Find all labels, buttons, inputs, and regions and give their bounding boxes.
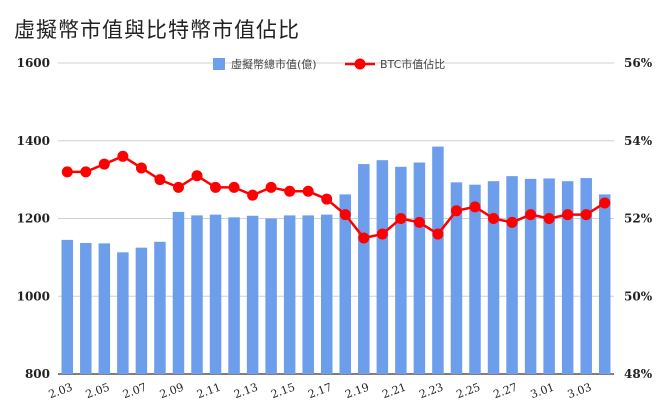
x-axis-tick-label: 2.05	[84, 381, 111, 402]
bar	[320, 214, 333, 374]
bar	[302, 215, 314, 374]
x-axis-tick-label: 2.03	[47, 381, 74, 402]
legend-label-line: BTC市值佔比	[380, 57, 445, 71]
bar	[283, 215, 296, 374]
bar	[524, 178, 537, 374]
line-point	[265, 181, 277, 193]
x-axis-tick-label: 2.19	[343, 381, 370, 402]
line-point	[191, 170, 203, 182]
bar	[395, 166, 407, 374]
bar	[209, 214, 222, 374]
line-point	[488, 213, 500, 224]
line-point	[284, 185, 296, 197]
line-point	[413, 216, 425, 228]
bar	[117, 252, 129, 374]
line-point	[450, 205, 462, 217]
line-point	[525, 209, 537, 221]
bar	[154, 241, 166, 374]
line-series	[61, 150, 611, 244]
x-axis-tick-label: 2.25	[455, 381, 482, 402]
line-point	[135, 162, 147, 174]
line-point	[580, 209, 592, 221]
line-point	[61, 166, 73, 178]
left-axis-tick-label: 1000	[17, 289, 50, 303]
right-axis-tick-label: 56%	[624, 56, 653, 70]
chart-title: 虛擬幣市值與比特幣市值佔比	[14, 18, 300, 42]
x-axis-tick-label: 2.11	[195, 381, 222, 402]
line-point	[247, 189, 259, 201]
bar	[265, 218, 277, 374]
line-point	[210, 181, 222, 193]
bar	[506, 176, 518, 374]
bar	[98, 243, 111, 374]
bar	[172, 211, 185, 374]
x-axis-tick-label: 2.23	[417, 381, 444, 402]
right-axis-tick-label: 48%	[624, 367, 653, 381]
line-point	[117, 150, 129, 162]
line-point	[98, 158, 110, 170]
line-point	[172, 181, 184, 193]
legend: 虛擬幣總市值(億) BTC市值佔比	[213, 57, 445, 71]
x-axis-tick-label: 2.21	[380, 381, 407, 402]
bar	[191, 215, 203, 374]
bar	[228, 217, 240, 374]
line-point	[321, 193, 333, 205]
left-axis-tick-label: 1400	[17, 134, 50, 148]
x-axis-tick-label: 3.01	[529, 381, 556, 402]
line-point	[469, 201, 481, 213]
x-axis-tick-label: 2.15	[269, 381, 296, 402]
x-axis-tick-label: 2.07	[121, 381, 148, 402]
left-axis-tick-label: 800	[25, 367, 50, 381]
left-axis-tick-label: 1600	[17, 56, 50, 70]
line-point	[339, 209, 351, 221]
line-point	[80, 166, 92, 178]
line-point	[154, 174, 166, 186]
legend-swatch-bar	[213, 58, 225, 70]
bar	[487, 181, 500, 374]
x-axis-tick-label: 3.03	[566, 381, 593, 402]
bar	[413, 162, 426, 374]
x-axis-tick-label: 2.27	[492, 381, 519, 402]
right-axis-tick-label: 50%	[624, 289, 653, 303]
right-axis-tick-label: 54%	[624, 134, 653, 148]
bar	[80, 242, 92, 374]
line-point	[432, 228, 444, 240]
bar	[339, 194, 352, 374]
bar	[469, 184, 481, 374]
bar	[450, 182, 463, 374]
line-point	[358, 232, 370, 244]
bar	[61, 239, 74, 374]
left-axis-tick-label: 1200	[17, 212, 50, 226]
line-path	[67, 154, 606, 240]
line-point	[599, 197, 611, 209]
line-point	[395, 213, 407, 224]
right-axis-tick-label: 52%	[624, 212, 653, 226]
x-axis-tick-label: 2.13	[232, 381, 259, 402]
line-point	[228, 181, 240, 193]
legend-swatch-marker	[354, 58, 366, 70]
bar	[561, 181, 574, 374]
line-point	[376, 228, 388, 240]
line-point	[302, 185, 314, 197]
bar	[358, 164, 370, 374]
bar	[376, 160, 389, 374]
right-axis-ticks: 48% 50% 52% 54% 56%	[624, 56, 653, 381]
bar-series	[61, 146, 611, 374]
bar	[432, 146, 444, 374]
line-point	[562, 209, 574, 221]
bar	[246, 215, 259, 374]
x-axis-ticks: 2.03 2.05 2.07 2.09 2.11 2.13 2.15 2.17 2.19 2.21…	[47, 381, 593, 402]
bar	[580, 178, 592, 374]
line-point	[543, 213, 555, 224]
bar	[135, 247, 148, 374]
x-axis-tick-label: 2.09	[158, 381, 185, 402]
x-axis-tick-label: 2.17	[306, 381, 333, 402]
left-axis-ticks: 800 1000 1200 1400 1600	[17, 56, 50, 381]
legend-label-bar: 虛擬幣總市值(億)	[231, 57, 317, 71]
bar	[598, 194, 611, 374]
line-point	[506, 216, 518, 228]
bar	[543, 178, 555, 374]
